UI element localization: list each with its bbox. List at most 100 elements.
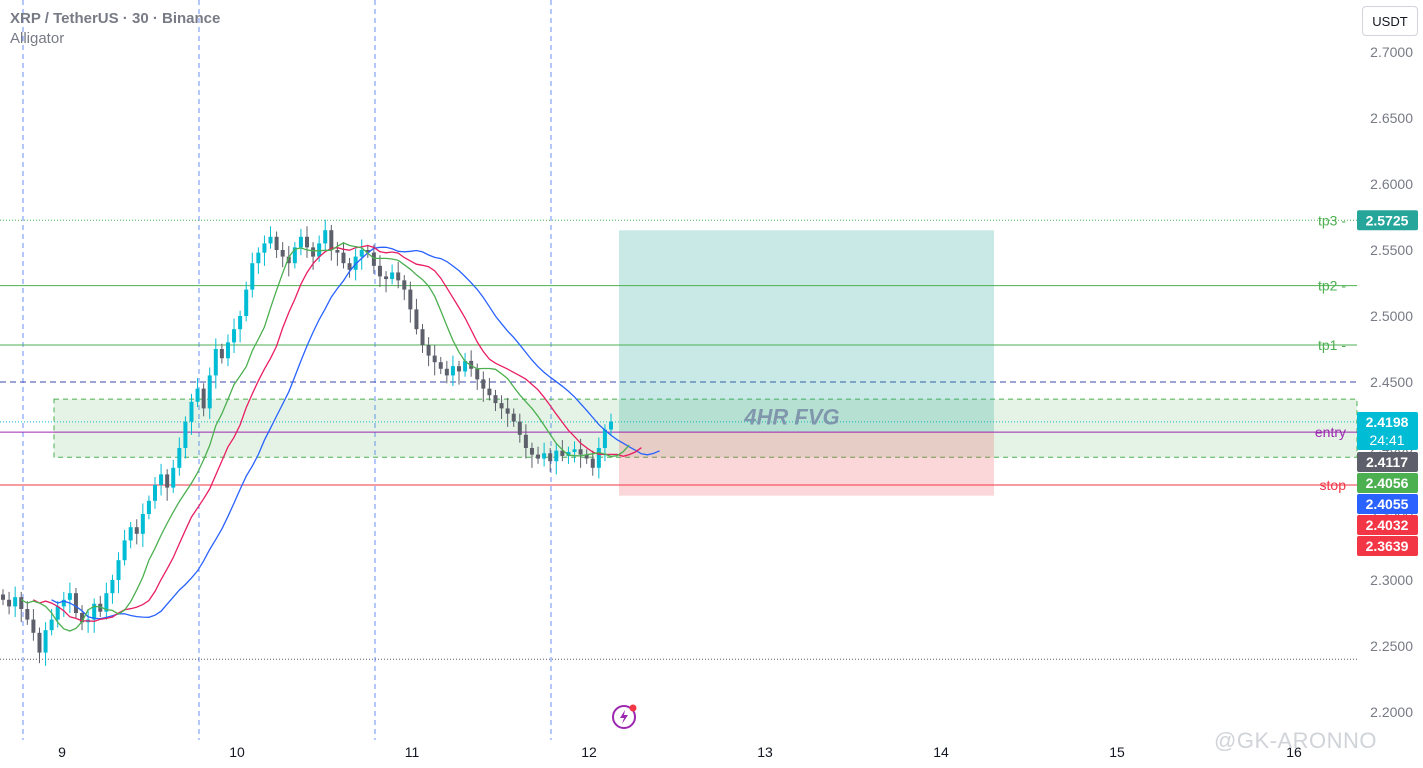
y-tick-label: 2.2500	[1370, 638, 1413, 654]
candle-body	[505, 408, 510, 414]
candle-body	[19, 597, 24, 610]
x-tick-label: 12	[581, 744, 597, 760]
x-tick-label: 16	[1286, 744, 1302, 760]
price-label-countdown: 24:41	[1369, 432, 1404, 448]
candle-body	[578, 449, 583, 455]
currency-unit-button[interactable]: USDT	[1362, 6, 1418, 36]
indicator-label[interactable]: Alligator	[10, 30, 65, 47]
price-label-text: 2.4198	[1366, 414, 1409, 430]
candle-body	[232, 329, 237, 343]
y-tick-label: 2.6000	[1370, 176, 1413, 192]
candle-body	[262, 243, 267, 253]
price-label-text: 2.4056	[1366, 475, 1409, 491]
candle-body	[280, 250, 285, 257]
symbol-title[interactable]: XRP / TetherUS · 30 · Binance	[10, 10, 221, 27]
alligator-teeth	[33, 244, 642, 622]
level-label-tp3: tp3 -	[1318, 212, 1346, 228]
candle-body	[329, 230, 334, 250]
candle-body	[414, 309, 419, 330]
alligator-jaw	[51, 246, 660, 620]
y-tick-label: 2.4500	[1370, 374, 1413, 390]
candle-body	[347, 263, 352, 270]
candle-body	[1, 594, 5, 600]
candle-body	[67, 593, 72, 600]
candle-body	[122, 540, 127, 561]
candle-body	[98, 603, 103, 612]
candle-body	[475, 368, 480, 380]
candle-body	[359, 250, 364, 257]
candle-body	[134, 527, 139, 534]
candle-body	[128, 527, 133, 541]
price-label-text: 2.3639	[1366, 538, 1409, 554]
candle-body	[268, 236, 273, 244]
y-tick-label: 2.5500	[1370, 242, 1413, 258]
candle-body	[146, 500, 151, 514]
candle-body	[560, 450, 565, 456]
price-label	[1357, 210, 1418, 231]
price-axis	[1357, 0, 1423, 768]
candle-body	[426, 345, 431, 356]
candle-body	[159, 474, 164, 485]
candle-body	[177, 448, 182, 468]
candle-body	[438, 362, 443, 369]
y-tick-label: 2.3000	[1370, 572, 1413, 588]
x-tick-label: 15	[1109, 744, 1125, 760]
watermark: @GK-ARONNO	[1214, 728, 1378, 753]
price-label-text: 2.4117	[1366, 454, 1408, 470]
candle-body	[536, 454, 541, 459]
candle-body	[31, 619, 36, 633]
candle-body	[499, 403, 504, 409]
candle-body	[323, 230, 328, 244]
candle-body	[153, 484, 157, 501]
candle-body	[13, 597, 18, 607]
level-label-tp1: tp1 -	[1318, 337, 1346, 353]
candle-body	[286, 256, 291, 264]
candle-body	[292, 247, 297, 264]
candle-body	[219, 349, 224, 359]
price-label-text: 2.4032	[1366, 517, 1409, 533]
price-label-text: 2.4055	[1366, 496, 1409, 512]
candle-body	[517, 421, 522, 435]
candle-body	[335, 250, 340, 253]
candle-body	[311, 247, 316, 257]
profit-zone	[619, 230, 994, 433]
candle-body	[602, 429, 607, 448]
candle-body	[529, 448, 534, 455]
candle-body	[238, 316, 243, 330]
candle-body	[92, 603, 97, 620]
candle-body	[554, 450, 559, 462]
candle-body	[384, 276, 389, 280]
candle-body	[250, 263, 255, 290]
candle-body	[7, 599, 12, 607]
candle-body	[305, 236, 309, 248]
candle-body	[590, 458, 595, 468]
x-tick-label: 9	[58, 744, 66, 760]
candle-body	[43, 630, 48, 653]
candle-body	[487, 388, 492, 396]
candle-body	[171, 467, 176, 488]
lightning-icon[interactable]	[611, 704, 637, 730]
y-tick-label: 2.2000	[1370, 704, 1413, 720]
candle-body	[402, 280, 407, 290]
y-tick-label: 2.5000	[1370, 308, 1413, 324]
x-tick-label: 13	[757, 744, 773, 760]
candle-body	[377, 265, 382, 277]
y-tick-label: 2.7000	[1370, 44, 1413, 60]
candle-body	[432, 355, 437, 363]
candle-body	[371, 252, 376, 266]
candle-body	[298, 236, 303, 248]
candle-body	[523, 434, 528, 448]
price-label	[1357, 473, 1418, 493]
candle-body	[256, 252, 261, 264]
level-label-entry: entry	[1315, 424, 1346, 440]
candle-body	[365, 250, 370, 253]
candle-body	[420, 329, 425, 346]
candle-body	[609, 421, 613, 430]
chart-header: XRP / TetherUS · 30 · Binance Alligator	[10, 10, 220, 47]
candle-body	[566, 451, 571, 456]
candle-body	[140, 514, 145, 534]
candle-body	[80, 613, 85, 623]
candle-body	[195, 388, 200, 402]
price-label	[1357, 494, 1418, 514]
